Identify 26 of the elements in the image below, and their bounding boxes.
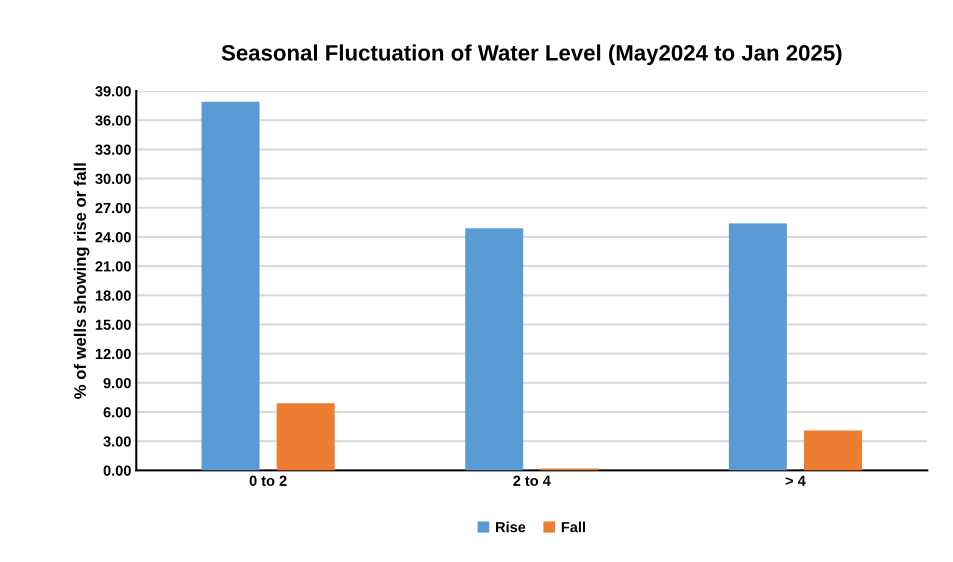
y-tick-label: 12.00	[96, 348, 131, 360]
bar	[728, 223, 787, 470]
y-tick-label: 3.00	[103, 436, 131, 447]
y-tick-label: 39.00	[95, 86, 131, 96]
bar	[465, 228, 524, 470]
x-tick-label: > 4	[786, 476, 806, 486]
chart-title: Seasonal Fluctuation of Water Level (May2024 to Jan 2025)	[222, 44, 842, 66]
y-tick-label: 6.00	[104, 407, 131, 418]
y-tick-label: 18.00	[96, 290, 131, 301]
y-tick-label: 24.00	[95, 232, 131, 242]
y-tick-label: 0.00	[104, 465, 131, 476]
legend-label: Fall	[562, 522, 585, 532]
x-tick-label: 0 to 2	[250, 476, 287, 486]
bar	[804, 430, 862, 470]
y-tick-label: 30.00	[95, 174, 131, 184]
y-tick-label: 15.00	[96, 320, 131, 330]
x-tick-label: 2 to 4	[513, 476, 551, 486]
y-tick-label: 9.00	[104, 378, 131, 388]
bar	[202, 102, 260, 470]
bar	[276, 403, 335, 470]
y-tick-label: 33.00	[95, 144, 131, 155]
y-axis-title: % of wells showing rise or fall	[74, 163, 90, 399]
legend-label: Rise	[496, 522, 526, 532]
y-tick-label: 21.00	[95, 261, 131, 272]
y-tick-label: 36.00	[95, 115, 131, 126]
y-tick-label: 27.00	[95, 202, 131, 214]
